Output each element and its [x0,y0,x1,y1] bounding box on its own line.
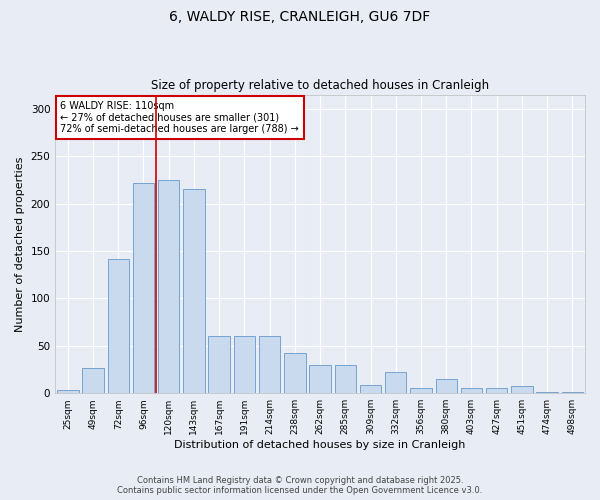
Bar [511,386,533,393]
Bar [486,388,508,393]
Bar [562,392,583,393]
Bar [82,368,104,393]
X-axis label: Distribution of detached houses by size in Cranleigh: Distribution of detached houses by size … [175,440,466,450]
Text: 6 WALDY RISE: 110sqm
← 27% of detached houses are smaller (301)
72% of semi-deta: 6 WALDY RISE: 110sqm ← 27% of detached h… [61,100,299,134]
Bar [284,354,305,393]
Bar [133,182,154,393]
Bar [385,372,406,393]
Bar [436,379,457,393]
Bar [461,388,482,393]
Bar [310,365,331,393]
Text: 6, WALDY RISE, CRANLEIGH, GU6 7DF: 6, WALDY RISE, CRANLEIGH, GU6 7DF [169,10,431,24]
Bar [536,392,558,393]
Bar [57,390,79,393]
Bar [259,336,280,393]
Bar [410,388,432,393]
Bar [183,190,205,393]
Bar [360,384,381,393]
Bar [107,258,129,393]
Bar [335,365,356,393]
Y-axis label: Number of detached properties: Number of detached properties [15,156,25,332]
Bar [158,180,179,393]
Title: Size of property relative to detached houses in Cranleigh: Size of property relative to detached ho… [151,79,489,92]
Bar [233,336,255,393]
Text: Contains HM Land Registry data © Crown copyright and database right 2025.
Contai: Contains HM Land Registry data © Crown c… [118,476,482,495]
Bar [208,336,230,393]
